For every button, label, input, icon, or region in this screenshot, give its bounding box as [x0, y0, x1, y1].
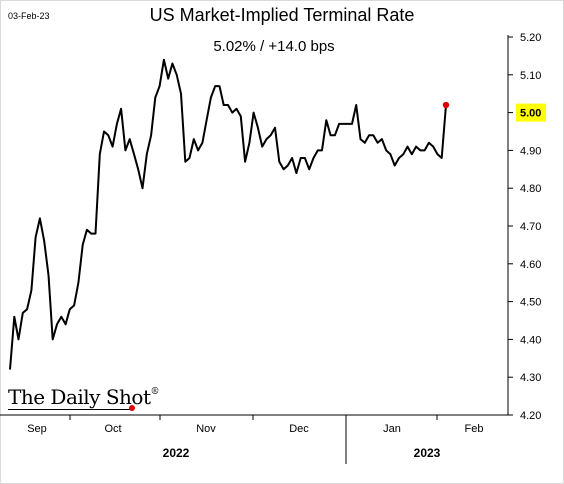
y-tick-label: 5.00	[520, 108, 541, 120]
y-tick-label: 4.90	[520, 145, 541, 157]
y-tick-label: 4.60	[520, 259, 541, 271]
x-year-label: 2022	[163, 446, 190, 460]
watermark-registered-mark: ®	[150, 387, 159, 397]
x-month-label: Sep	[27, 423, 47, 435]
watermark-text: The Daily Shot	[8, 385, 151, 409]
series-line	[9, 58, 447, 370]
x-month-label: Nov	[196, 423, 216, 435]
watermark-logo: The Daily Shot®	[8, 385, 159, 409]
y-tick-label: 5.10	[520, 70, 541, 82]
y-tick-label: 4.80	[520, 183, 541, 195]
y-tick-label: 4.40	[520, 334, 541, 346]
chart-title: US Market-Implied Terminal Rate	[149, 5, 415, 25]
chart-subtitle: 5.02% / +14.0 bps	[0, 38, 564, 55]
x-year-label: 2023	[414, 446, 441, 460]
last-point-marker	[442, 101, 450, 109]
x-month-label: Oct	[104, 423, 121, 435]
x-month-label: Dec	[289, 423, 309, 435]
labels-layer: 5.20 5.10 5.00 4.90 4.80 4.70 4.60 4.50 4.40 4.30…	[27, 32, 546, 460]
x-month-label: Jan	[383, 423, 401, 435]
x-month-label: Feb	[465, 423, 484, 435]
y-tick-label: 4.30	[520, 372, 541, 384]
watermark-dot	[129, 405, 135, 411]
axes	[0, 35, 513, 464]
y-tick-label: 5.20	[520, 32, 541, 44]
date-stamp: 03-Feb-23	[8, 11, 50, 21]
y-tick-label: 4.70	[520, 221, 541, 233]
y-tick-label: 4.50	[520, 297, 541, 309]
y-tick-label: 4.20	[520, 410, 541, 422]
chart-subtitle-text: 5.02% / +14.0 bps	[213, 38, 335, 55]
series-layer	[9, 58, 450, 370]
watermark-underline	[8, 409, 130, 410]
last-value-highlight	[516, 103, 546, 122]
